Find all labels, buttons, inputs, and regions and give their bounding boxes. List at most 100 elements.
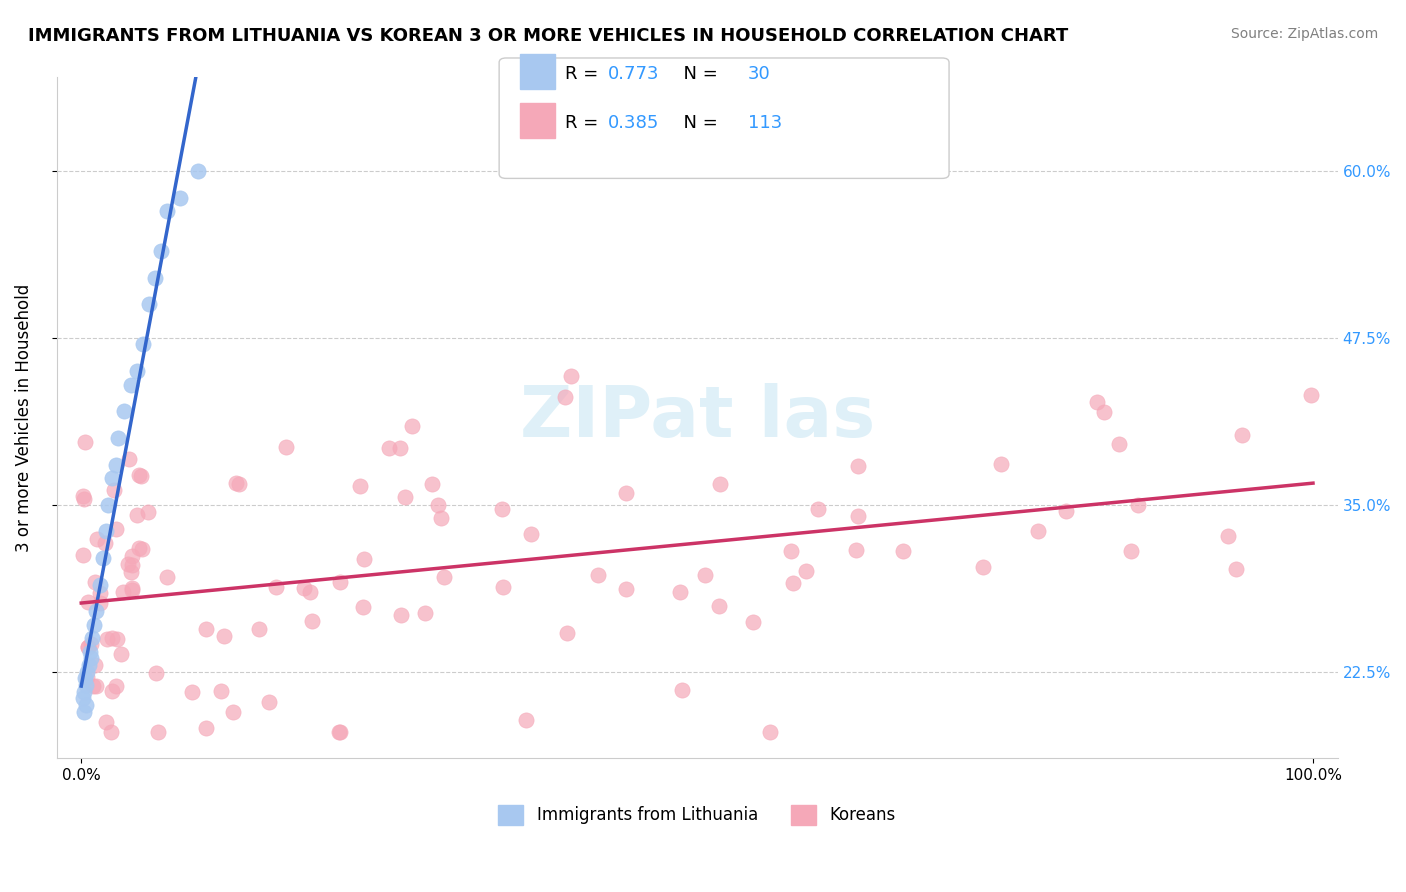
Point [225, 476, 247, 491]
Point [83, 617, 105, 632]
Point [846, 458, 869, 473]
Point [75, 678, 97, 692]
Point [707, 599, 730, 614]
Point [101, 631, 124, 645]
Point [990, 457, 1012, 471]
Point [247, 622, 270, 636]
Point [143, 270, 166, 285]
Point [401, 418, 423, 433]
Point [388, 441, 411, 455]
Text: 0.773: 0.773 [607, 65, 659, 83]
Point [156, 570, 179, 584]
Point [845, 542, 868, 557]
Point [121, 581, 143, 595]
Text: ZIPat las: ZIPat las [519, 384, 875, 452]
Text: 30: 30 [748, 65, 770, 83]
Point [614, 582, 637, 596]
Point [150, 244, 173, 258]
Point [73, 705, 96, 719]
Point [301, 615, 323, 629]
Text: 0.385: 0.385 [607, 114, 659, 132]
Point [257, 695, 280, 709]
Point [807, 502, 830, 516]
Point [104, 679, 127, 693]
Point [75, 698, 97, 712]
Point [72, 548, 94, 562]
Point [1108, 437, 1130, 451]
Point [82, 679, 104, 693]
Point [891, 543, 914, 558]
Point [84, 679, 107, 693]
Point [782, 576, 804, 591]
Point [669, 584, 692, 599]
Point [378, 442, 401, 456]
Point [294, 581, 316, 595]
Point [329, 574, 352, 589]
Point [103, 483, 125, 498]
Point [94, 535, 117, 549]
Point [96, 632, 118, 646]
Point [169, 191, 191, 205]
Point [73, 671, 96, 685]
Point [1216, 529, 1239, 543]
Point [264, 580, 287, 594]
Point [104, 458, 127, 472]
Point [846, 508, 869, 523]
Text: R =: R = [565, 114, 605, 132]
Point [89, 578, 111, 592]
Point [1301, 388, 1323, 402]
Point [136, 505, 159, 519]
Point [759, 724, 782, 739]
Point [73, 491, 96, 506]
Point [1092, 404, 1115, 418]
Point [389, 607, 412, 622]
Point [695, 568, 717, 582]
Point [138, 297, 160, 311]
Point [120, 565, 142, 579]
Point [79, 644, 101, 658]
Point [118, 451, 141, 466]
Point [671, 682, 693, 697]
Point [97, 498, 120, 512]
Point [132, 337, 155, 351]
Point [709, 477, 731, 491]
Point [1230, 428, 1253, 442]
Point [394, 490, 416, 504]
Point [1026, 524, 1049, 538]
Point [128, 541, 150, 556]
Point [520, 527, 543, 541]
Point [1054, 503, 1077, 517]
Point [120, 377, 142, 392]
Text: N =: N = [672, 65, 724, 83]
Point [555, 626, 578, 640]
Point [222, 705, 245, 719]
Point [413, 606, 436, 620]
Point [84, 657, 107, 672]
Point [105, 632, 128, 646]
Point [181, 685, 204, 699]
Point [72, 691, 94, 706]
Point [77, 640, 100, 655]
Point [972, 560, 994, 574]
Point [104, 522, 127, 536]
Point [72, 489, 94, 503]
Point [128, 467, 150, 482]
Point [1119, 544, 1142, 558]
Point [93, 551, 115, 566]
Point [77, 595, 100, 609]
Point [1225, 562, 1247, 576]
Point [1126, 498, 1149, 512]
Point [89, 596, 111, 610]
Point [780, 543, 803, 558]
Point [112, 404, 135, 418]
Point [614, 486, 637, 500]
Point [276, 440, 298, 454]
Point [492, 580, 515, 594]
Point [100, 724, 122, 739]
Point [491, 502, 513, 516]
Point [89, 585, 111, 599]
Point [110, 647, 132, 661]
Point [349, 479, 371, 493]
Point [209, 683, 232, 698]
Point [76, 665, 98, 679]
